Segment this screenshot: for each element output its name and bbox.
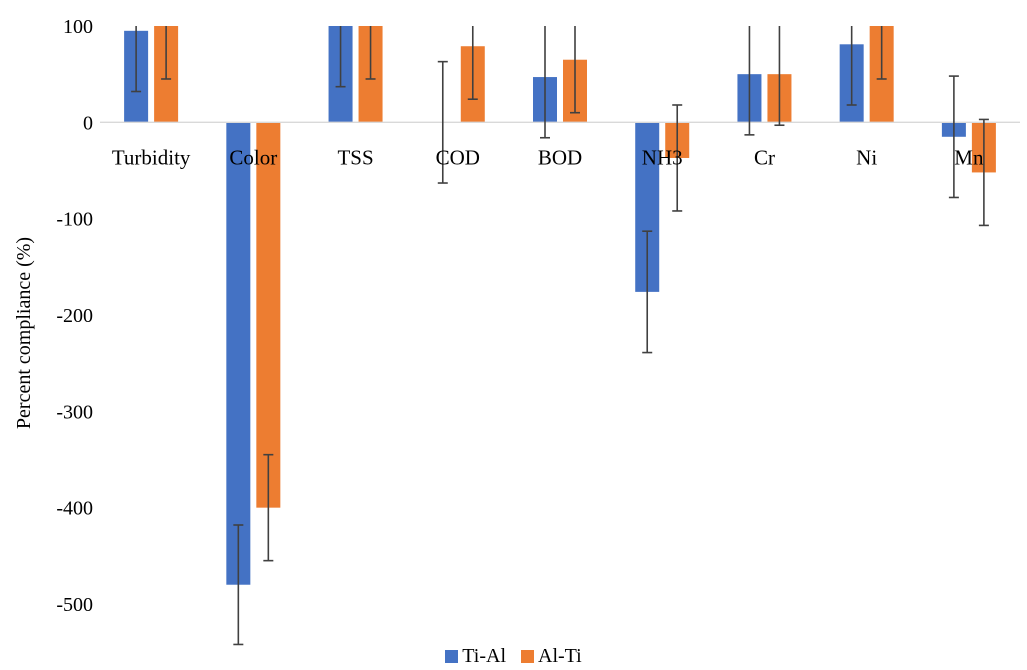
legend-item-ti-al: Ti-Al: [445, 645, 506, 668]
error-bar-ti-al-mn: [948, 75, 959, 199]
x-category-label: TSS: [337, 145, 373, 169]
error-bar-ti-al-cod: [437, 60, 448, 184]
error-bar-ti-al-ni: [846, 26, 857, 106]
x-category-label: Ni: [856, 145, 877, 169]
y-tick-label: -300: [56, 401, 93, 423]
x-category-label: NH3: [642, 145, 683, 169]
x-category-label: Color: [229, 145, 277, 169]
legend-label-al-ti: Al-Ti: [538, 645, 582, 667]
y-axis-tick-labels: 100 0 -100 -200 -300 -400 -500: [56, 16, 93, 616]
bar-ti-al-color: [226, 122, 251, 585]
y-axis-title: Percent compliance (%): [13, 237, 35, 429]
error-bar-ti-al-turbidity: [131, 26, 142, 93]
bars-layer: [124, 26, 996, 585]
error-bar-al-ti-turbidity: [161, 26, 172, 80]
error-bar-al-ti-cod: [467, 26, 478, 101]
error-bar-al-ti-cr: [774, 26, 785, 127]
legend-label-ti-al: Ti-Al: [462, 645, 506, 667]
x-category-label: BOD: [538, 145, 582, 169]
error-bar-al-ti-bod: [570, 26, 580, 114]
legend-item-al-ti: Al-Ti: [521, 645, 582, 668]
legend-swatch-ti-al: [445, 650, 459, 663]
legend-swatch-al-ti: [521, 650, 534, 663]
y-tick-label: 100: [63, 16, 93, 38]
y-tick-label: 0: [83, 112, 93, 134]
x-category-label: Turbidity: [112, 145, 191, 169]
y-tick-label: -500: [56, 594, 93, 616]
error-bar-al-ti-color: [263, 453, 274, 562]
error-bar-al-ti-mn: [978, 118, 989, 227]
error-bar-ti-al-cr: [744, 26, 755, 136]
legend: Ti-Al Al-Ti: [0, 645, 1027, 669]
error-bar-ti-al-bod: [540, 26, 550, 139]
x-category-label: Cr: [754, 145, 775, 169]
x-axis-category-labels: Turbidity Color TSS COD BOD NH3 Cr Ni Mn: [112, 145, 984, 169]
error-bar-ti-al-nh3: [642, 230, 653, 354]
y-tick-label: -400: [56, 498, 93, 520]
y-tick-label: -200: [56, 305, 93, 327]
x-category-label: COD: [436, 145, 480, 169]
error-bars-layer: [131, 26, 989, 646]
y-tick-label: -100: [56, 209, 93, 231]
error-bar-ti-al-tss: [335, 26, 346, 88]
error-bar-ti-al-color: [233, 524, 244, 646]
bar-al-ti-color: [256, 122, 281, 508]
error-bar-al-ti-ni: [876, 26, 887, 80]
error-bar-al-ti-nh3: [672, 104, 683, 212]
x-category-label: Mn: [954, 145, 984, 169]
error-bar-al-ti-tss: [365, 26, 376, 80]
